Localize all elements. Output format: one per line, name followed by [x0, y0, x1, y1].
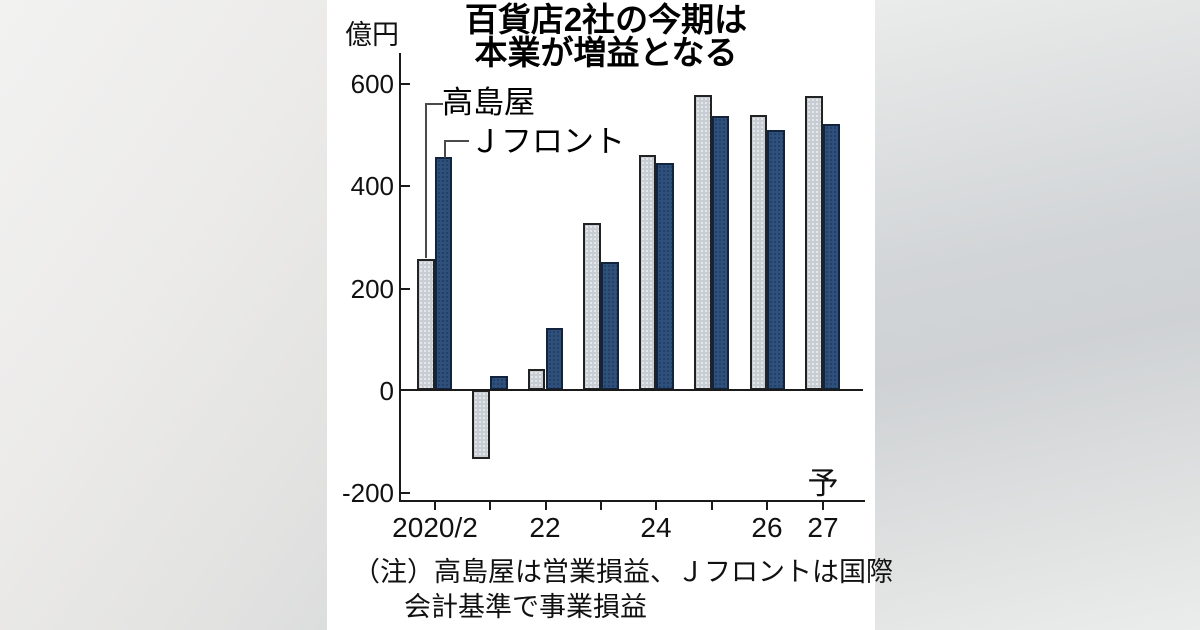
legend-jfront: Ｊフロント	[470, 124, 625, 159]
bar-jfront-27	[822, 124, 841, 390]
x-tick-label-22: 22	[529, 512, 561, 543]
bar-jfront-2020-2	[434, 157, 453, 390]
bar-takashimaya-23	[583, 223, 601, 390]
x-tick-25	[710, 501, 713, 510]
y-tick-label-200: 200	[350, 274, 394, 304]
bar-takashimaya-26	[749, 115, 768, 390]
x-tick-26	[766, 501, 769, 510]
jfront-leader-vertical	[444, 140, 446, 158]
forecast-marker: 予	[807, 466, 839, 501]
y-tick-600	[401, 83, 410, 85]
y-tick-label-600: 600	[350, 69, 394, 99]
note-line1: （注）高島屋は営業損益、Ｊフロントは国際	[353, 557, 893, 587]
bar-jfront-23	[600, 262, 619, 390]
bar-takashimaya-25	[694, 94, 712, 390]
x-tick-22	[544, 501, 547, 510]
bar-takashimaya-21	[472, 390, 491, 459]
y-axis-line	[399, 53, 401, 502]
bar-takashimaya-2020-2	[417, 259, 435, 390]
right-background-strip	[875, 0, 1200, 630]
y-tick-label-400: 400	[350, 171, 394, 201]
takashimaya-leader-vertical	[425, 103, 427, 258]
bar-jfront-26	[767, 130, 785, 390]
zero-line	[400, 389, 863, 391]
jfront-leader-horizontal	[444, 140, 469, 142]
y-tick-label-neg200: -200	[341, 478, 394, 508]
chart-title: 百貨店2社の今期は 本業が増益となる	[416, 3, 796, 69]
bar-jfront-24	[656, 163, 674, 390]
x-tick-27	[821, 501, 824, 510]
x-tick-label-2020-2: 2020/2	[392, 512, 478, 543]
y-tick-label-0: 0	[379, 376, 394, 406]
x-tick-label-24: 24	[640, 512, 672, 543]
x-tick-label-27: 27	[807, 512, 839, 543]
bar-jfront-21	[490, 376, 508, 390]
bar-jfront-25	[711, 115, 730, 390]
legend-takashimaya: 高島屋	[442, 85, 535, 120]
x-tick-23	[599, 501, 602, 510]
bar-takashimaya-24	[638, 154, 657, 390]
y-axis-unit-label: 億円	[345, 20, 399, 50]
x-tick-label-26: 26	[751, 512, 783, 543]
bar-takashimaya-22	[527, 368, 546, 390]
y-tick-400	[401, 185, 410, 187]
x-tick-21	[489, 501, 492, 510]
takashimaya-leader-horizontal	[425, 103, 443, 105]
y-tick-neg200	[401, 492, 410, 494]
bar-jfront-22	[545, 328, 564, 390]
chart-title-line1: 百貨店2社の今期は	[464, 1, 748, 38]
x-axis-baseline	[399, 500, 865, 502]
chart-title-line2: 本業が増益となる	[474, 34, 738, 71]
x-tick-24	[655, 501, 658, 510]
bar-takashimaya-27	[805, 95, 823, 390]
x-tick-2020-2	[433, 501, 436, 510]
y-tick-200	[401, 288, 410, 290]
note-line2: 会計基準で事業損益	[404, 592, 647, 622]
left-background-strip	[0, 0, 327, 630]
